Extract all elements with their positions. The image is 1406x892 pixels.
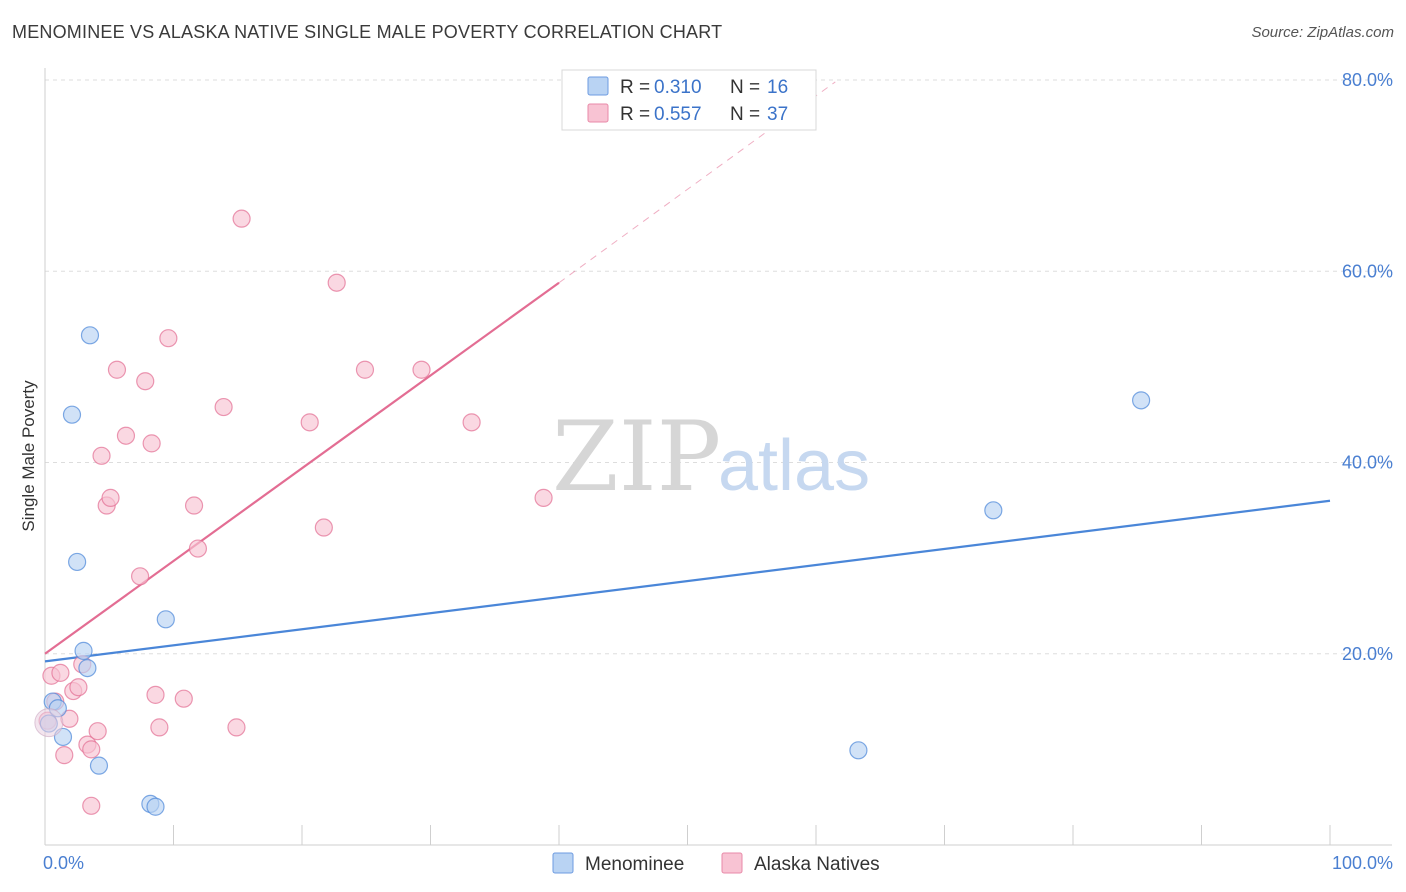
data-point-alaska-natives bbox=[146, 685, 165, 704]
y-tick-label: 20.0% bbox=[1342, 644, 1393, 664]
series-legend-label-menominee: Menominee bbox=[585, 854, 684, 875]
legend-r-value-blue: 0.310 bbox=[654, 77, 702, 98]
legend-n-label-blue: N = bbox=[730, 77, 760, 98]
legend: R = 0.310 N = 16 R = 0.557 N = 37 bbox=[561, 69, 817, 131]
data-point-alaska-natives bbox=[92, 446, 111, 465]
legend-n-value-blue: 16 bbox=[767, 77, 788, 98]
data-point-menominee bbox=[1132, 391, 1151, 410]
series-legend-swatch-menominee bbox=[552, 852, 574, 874]
data-point-alaska-natives bbox=[130, 567, 150, 586]
data-point-menominee bbox=[984, 501, 1003, 520]
data-point-alaska-natives bbox=[88, 722, 107, 741]
data-point-alaska-natives bbox=[82, 796, 101, 815]
x-tick-label: 0.0% bbox=[43, 853, 84, 873]
series-legend-label-alaska-natives: Alaska Natives bbox=[754, 854, 880, 875]
data-point-alaska-natives bbox=[355, 360, 375, 379]
data-point-alaska-natives bbox=[136, 372, 155, 391]
data-point-cluster bbox=[34, 708, 64, 738]
data-point-alaska-natives bbox=[51, 663, 70, 682]
data-point-alaska-natives bbox=[107, 360, 127, 379]
data-point-alaska-natives bbox=[184, 496, 204, 515]
trend-line-extension bbox=[558, 81, 836, 284]
data-point-alaska-natives bbox=[174, 689, 193, 708]
legend-r-label-pink: R = bbox=[620, 104, 650, 125]
legend-r-value-pink: 0.557 bbox=[654, 104, 702, 125]
data-point-alaska-natives bbox=[214, 397, 233, 417]
legend-n-label-pink: N = bbox=[730, 104, 760, 125]
y-tick-label: 80.0% bbox=[1342, 70, 1393, 90]
data-point-alaska-natives bbox=[232, 209, 251, 228]
data-point-alaska-natives bbox=[55, 746, 74, 765]
data-point-alaska-natives bbox=[534, 488, 553, 507]
data-point-alaska-natives bbox=[101, 488, 120, 507]
y-tick-label: 60.0% bbox=[1342, 261, 1393, 281]
data-point-alaska-natives bbox=[412, 360, 431, 379]
source-label: Source: ZipAtlas.com bbox=[1251, 24, 1394, 41]
data-point-menominee bbox=[146, 797, 165, 816]
data-point-alaska-natives bbox=[82, 740, 101, 759]
y-axis-title-group: Single Male Poverty bbox=[19, 380, 38, 532]
data-point-menominee bbox=[849, 741, 868, 760]
data-point-alaska-natives bbox=[314, 518, 333, 537]
data-point-alaska-natives bbox=[150, 718, 169, 737]
data-point-menominee bbox=[68, 552, 87, 572]
data-point-menominee bbox=[78, 658, 97, 678]
y-tick-label: 40.0% bbox=[1342, 453, 1393, 473]
data-point-alaska-natives bbox=[227, 718, 246, 737]
series-legend: Menominee Alaska Natives bbox=[552, 852, 880, 875]
data-point-alaska-natives bbox=[69, 678, 88, 697]
data-point-menominee bbox=[156, 610, 175, 629]
trend-layer bbox=[44, 81, 1331, 663]
points-layer bbox=[34, 209, 1151, 816]
grid-layer bbox=[45, 79, 1392, 655]
data-point-alaska-natives bbox=[327, 273, 346, 292]
series-legend-swatch-alaska-natives bbox=[721, 852, 743, 874]
trend-line-alaska-natives bbox=[44, 281, 560, 655]
data-point-menominee bbox=[62, 405, 82, 424]
data-point-alaska-natives bbox=[116, 426, 136, 445]
data-point-menominee bbox=[74, 641, 93, 660]
data-point-alaska-natives bbox=[159, 329, 178, 348]
legend-swatch-pink bbox=[587, 103, 609, 123]
legend-n-value-pink: 37 bbox=[767, 104, 788, 125]
trend-line-menominee bbox=[44, 499, 1331, 663]
data-point-alaska-natives bbox=[300, 413, 319, 432]
x-tick-label: 100.0% bbox=[1332, 853, 1393, 873]
data-point-alaska-natives bbox=[142, 434, 161, 453]
data-point-menominee bbox=[89, 756, 109, 775]
data-point-alaska-natives bbox=[188, 539, 208, 558]
watermark-atlas: atlas bbox=[718, 426, 870, 506]
legend-swatch-blue bbox=[587, 76, 609, 96]
legend-r-label-blue: R = bbox=[620, 77, 650, 98]
data-point-alaska-natives bbox=[462, 413, 481, 432]
y-axis-title: Single Male Poverty bbox=[19, 380, 38, 532]
watermark: ZIP atlas bbox=[552, 401, 870, 513]
watermark-zip: ZIP bbox=[552, 401, 721, 513]
data-point-menominee bbox=[80, 326, 100, 345]
axis-layer: 20.0% 40.0% 60.0% 80.0% 0.0% 100.0% bbox=[43, 68, 1393, 873]
chart-title: MENOMINEE VS ALASKA NATIVE SINGLE MALE P… bbox=[12, 22, 723, 42]
